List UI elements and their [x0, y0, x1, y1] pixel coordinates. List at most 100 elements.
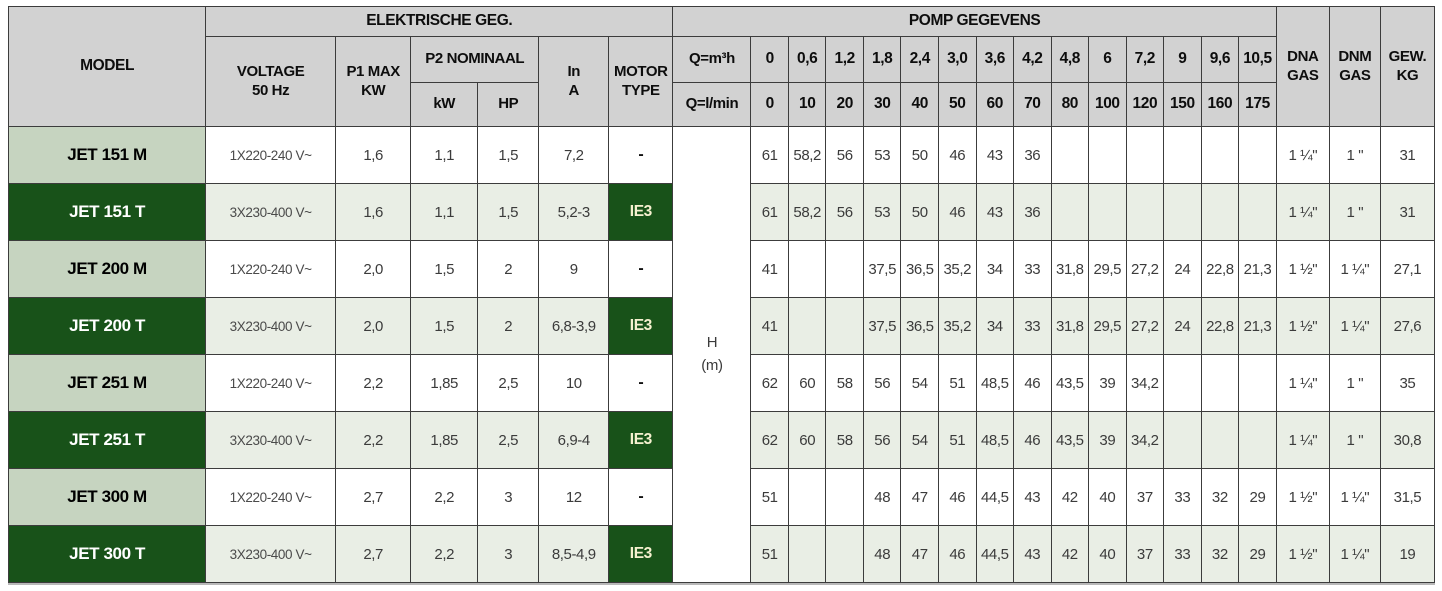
h-value-cell [825, 525, 864, 583]
q-m3h-value-header: 7,2 [1125, 36, 1165, 83]
p1-max-kw-cell: 1,6 [335, 126, 412, 184]
h-value-cell: 44,5 [975, 525, 1015, 583]
motor-type-cell: IE3 [608, 297, 674, 355]
dnm-gas-cell: 1 ¼" [1328, 468, 1381, 526]
h-value-cell: 29,5 [1088, 297, 1127, 355]
motor-type-cell: - [608, 126, 674, 184]
h-value-cell [825, 240, 864, 298]
p1-max-kw-cell: 2,2 [335, 411, 412, 469]
h-value-cell: 43,5 [1050, 354, 1090, 412]
h-value-cell: 58,2 [787, 126, 827, 184]
h-value-cell: 35,2 [938, 297, 977, 355]
h-value-cell: 39 [1088, 411, 1127, 469]
h-value-cell: 31,8 [1050, 297, 1090, 355]
motor-type-cell: - [608, 468, 674, 526]
h-value-cell: 34 [975, 297, 1015, 355]
h-value-cell: 48,5 [975, 354, 1015, 412]
h-value-cell: 22,8 [1200, 297, 1240, 355]
p2-hp-cell: 2 [477, 240, 540, 298]
gew-kg-cell: 30,8 [1379, 411, 1436, 469]
h-value-cell: 40 [1088, 525, 1127, 583]
p2-hp-cell: 3 [477, 525, 540, 583]
model-cell: JET 200 T [7, 297, 207, 355]
motor-type-cell: - [608, 240, 674, 298]
dnm-gas-cell: 1 " [1328, 183, 1381, 241]
h-value-cell [1200, 183, 1240, 241]
h-value-cell: 33 [1163, 468, 1202, 526]
h-value-cell: 60 [787, 411, 827, 469]
h-value-cell: 51 [750, 525, 789, 583]
h-value-cell [1238, 183, 1277, 241]
h-value-cell: 40 [1088, 468, 1127, 526]
header-dna-gas: DNA GAS [1275, 6, 1330, 127]
q-lmin-value-header: 60 [975, 82, 1015, 127]
h-value-cell: 37 [1125, 525, 1165, 583]
dna-gas-cell: 1 ½" [1275, 468, 1330, 526]
q-lmin-value-header: 30 [862, 82, 902, 127]
p1-max-kw-cell: 2,7 [335, 468, 412, 526]
q-m3h-value-header: 10,5 [1238, 36, 1277, 83]
h-value-cell: 58,2 [787, 183, 827, 241]
h-m-label: H (m) [672, 126, 752, 583]
header-hp: HP [477, 82, 540, 127]
voltage-cell: 3X230-400 V~ [205, 183, 337, 241]
h-value-cell: 33 [1013, 297, 1052, 355]
p2-kw-cell: 1,85 [410, 354, 479, 412]
h-value-cell [1050, 183, 1090, 241]
model-cell: JET 251 T [7, 411, 207, 469]
h-value-cell: 41 [750, 297, 789, 355]
h-value-cell [1200, 411, 1240, 469]
q-lmin-value-header: 100 [1088, 82, 1127, 127]
h-value-cell: 37,5 [862, 240, 902, 298]
voltage-cell: 3X230-400 V~ [205, 411, 337, 469]
q-m3h-value-header: 4,2 [1013, 36, 1052, 83]
q-lmin-value-header: 40 [900, 82, 939, 127]
h-value-cell [1163, 183, 1202, 241]
h-value-cell: 21,3 [1238, 297, 1277, 355]
h-value-cell: 48 [862, 525, 902, 583]
p2-kw-cell: 2,2 [410, 525, 479, 583]
h-value-cell: 46 [938, 525, 977, 583]
h-value-cell: 46 [1013, 411, 1052, 469]
voltage-cell: 1X220-240 V~ [205, 126, 337, 184]
header-p1-max: P1 MAX KW [335, 36, 412, 127]
h-value-cell: 51 [750, 468, 789, 526]
p2-kw-cell: 1,85 [410, 411, 479, 469]
h-value-cell [825, 468, 864, 526]
header-gew-kg: GEW. KG [1379, 6, 1436, 127]
h-value-cell: 47 [900, 468, 939, 526]
header-dnm-gas: DNM GAS [1328, 6, 1381, 127]
dnm-gas-cell: 1 ¼" [1328, 240, 1381, 298]
h-value-cell: 53 [862, 183, 902, 241]
q-lmin-value-header: 80 [1050, 82, 1090, 127]
h-value-cell: 22,8 [1200, 240, 1240, 298]
q-m3h-value-header: 6 [1088, 36, 1127, 83]
in-a-cell: 10 [538, 354, 610, 412]
h-value-cell: 39 [1088, 354, 1127, 412]
h-value-cell: 32 [1200, 468, 1240, 526]
voltage-cell: 3X230-400 V~ [205, 297, 337, 355]
dnm-gas-cell: 1 " [1328, 126, 1381, 184]
gew-kg-cell: 19 [1379, 525, 1436, 583]
gew-kg-cell: 27,6 [1379, 297, 1436, 355]
voltage-cell: 1X220-240 V~ [205, 240, 337, 298]
table-body: JET 151 M 1X220-240 V~ 1,6 1,1 1,5 7,2- H (m) 6… [7, 126, 1436, 583]
h-value-cell: 54 [900, 411, 939, 469]
h-value-cell: 32 [1200, 525, 1240, 583]
h-value-cell [1088, 126, 1127, 184]
in-a-cell: 6,8-3,9 [538, 297, 610, 355]
h-value-cell [1088, 183, 1127, 241]
voltage-cell: 1X220-240 V~ [205, 354, 337, 412]
table-row: JET 300 M 1X220-240 V~ 2,7 2,2 3 12-51 48 47 46 4… [7, 468, 1436, 526]
p2-hp-cell: 2,5 [477, 354, 540, 412]
q-m3h-value-header: 2,4 [900, 36, 939, 83]
h-value-cell: 50 [900, 126, 939, 184]
p2-kw-cell: 2,2 [410, 468, 479, 526]
voltage-cell: 3X230-400 V~ [205, 525, 337, 583]
h-value-cell [1163, 126, 1202, 184]
gew-kg-cell: 31,5 [1379, 468, 1436, 526]
p2-kw-cell: 1,1 [410, 183, 479, 241]
h-value-cell: 46 [938, 468, 977, 526]
h-value-cell: 56 [862, 411, 902, 469]
